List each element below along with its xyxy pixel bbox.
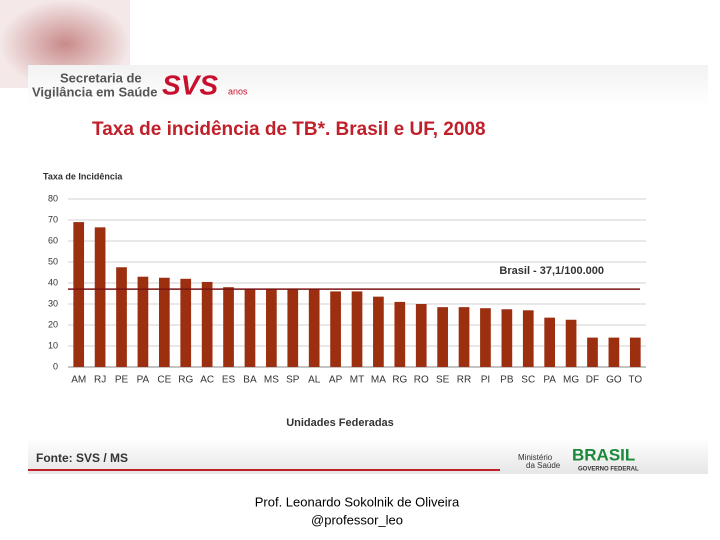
y-tick-label: 60	[48, 235, 58, 245]
bar	[244, 289, 256, 367]
x-tick-label: RR	[457, 375, 471, 386]
bar	[373, 296, 384, 367]
y-tick-label: 30	[48, 298, 58, 308]
brand: BRASIL	[572, 445, 635, 464]
x-tick-label: AC	[200, 375, 214, 386]
x-tick-label: TO	[628, 375, 642, 386]
x-tick-label: MG	[563, 375, 579, 386]
x-tick-label: RG	[178, 375, 193, 386]
source: Fonte: SVS / MS	[36, 451, 128, 465]
x-tick-label: BA	[243, 375, 257, 386]
author: Prof. Leonardo Sokolnik de Oliveira	[255, 494, 460, 509]
bar	[608, 337, 620, 367]
x-tick-label: MS	[264, 375, 279, 386]
x-tick-label: SC	[521, 375, 535, 386]
reference-label: Brasil - 37,1/100.000	[499, 265, 604, 277]
bar	[266, 289, 277, 367]
x-tick-label: ES	[222, 375, 236, 386]
x-tick-label: SP	[286, 375, 300, 386]
bar	[180, 278, 192, 367]
bar	[223, 287, 234, 367]
x-tick-label: AP	[329, 375, 343, 386]
ministry: da Saúde	[526, 461, 561, 470]
y-tick-label: 10	[48, 340, 58, 350]
bar	[201, 281, 213, 367]
x-tick-label: SE	[436, 375, 450, 386]
logo: SVS	[162, 69, 218, 100]
bar	[565, 319, 577, 367]
y-tick-label: 0	[53, 361, 58, 371]
bar	[116, 267, 127, 367]
bar	[158, 277, 170, 367]
bar	[287, 289, 299, 367]
bar	[522, 310, 534, 367]
x-tick-label: AM	[71, 375, 86, 386]
x-tick-label: RO	[414, 375, 429, 386]
y-tick-label: 80	[48, 193, 58, 203]
bar	[351, 291, 363, 367]
y-tick-label: 40	[48, 277, 58, 287]
bar	[437, 307, 448, 367]
bar	[587, 337, 598, 367]
bar	[308, 289, 320, 367]
x-tick-label: PI	[481, 375, 490, 386]
y-tick-label: 50	[48, 256, 58, 266]
bar	[415, 304, 427, 367]
handle: @professor_leo	[311, 512, 403, 527]
logo-suffix: anos	[228, 86, 248, 96]
x-tick-label: PE	[115, 375, 129, 386]
ministry: Ministério	[518, 453, 553, 462]
y-tick-label: 20	[48, 319, 58, 329]
x-tick-label: CE	[157, 375, 171, 386]
x-tick-label: GO	[606, 375, 622, 386]
x-axis-label: Unidades Federadas	[286, 417, 394, 429]
x-tick-label: PB	[500, 375, 514, 386]
bar	[480, 308, 491, 367]
bar	[629, 337, 641, 367]
x-tick-label: AL	[308, 375, 321, 386]
bar	[458, 307, 470, 367]
org-name: Secretaria de	[60, 70, 142, 85]
x-tick-label: PA	[137, 375, 150, 386]
footer-band	[28, 438, 708, 474]
bar	[544, 317, 556, 367]
header-band	[28, 65, 708, 105]
bar	[137, 276, 149, 367]
bar	[501, 309, 513, 367]
y-tick-label: 70	[48, 214, 58, 224]
y-axis-label: Taxa de Incidência	[43, 171, 123, 181]
bar	[394, 301, 406, 367]
government: GOVERNO FEDERAL	[578, 467, 639, 473]
x-tick-label: DF	[586, 375, 599, 386]
org-name: Vigilância em Saúde	[32, 84, 157, 99]
chart-title: Taxa de incidência de TB*. Brasil e UF, …	[92, 119, 486, 140]
bar	[73, 222, 85, 367]
x-tick-label: MA	[371, 375, 386, 386]
x-tick-label: RG	[392, 375, 407, 386]
x-tick-label: PA	[543, 375, 556, 386]
bar	[330, 291, 341, 367]
x-tick-label: MT	[350, 375, 364, 386]
x-tick-label: RJ	[94, 375, 106, 386]
bar	[94, 227, 106, 367]
